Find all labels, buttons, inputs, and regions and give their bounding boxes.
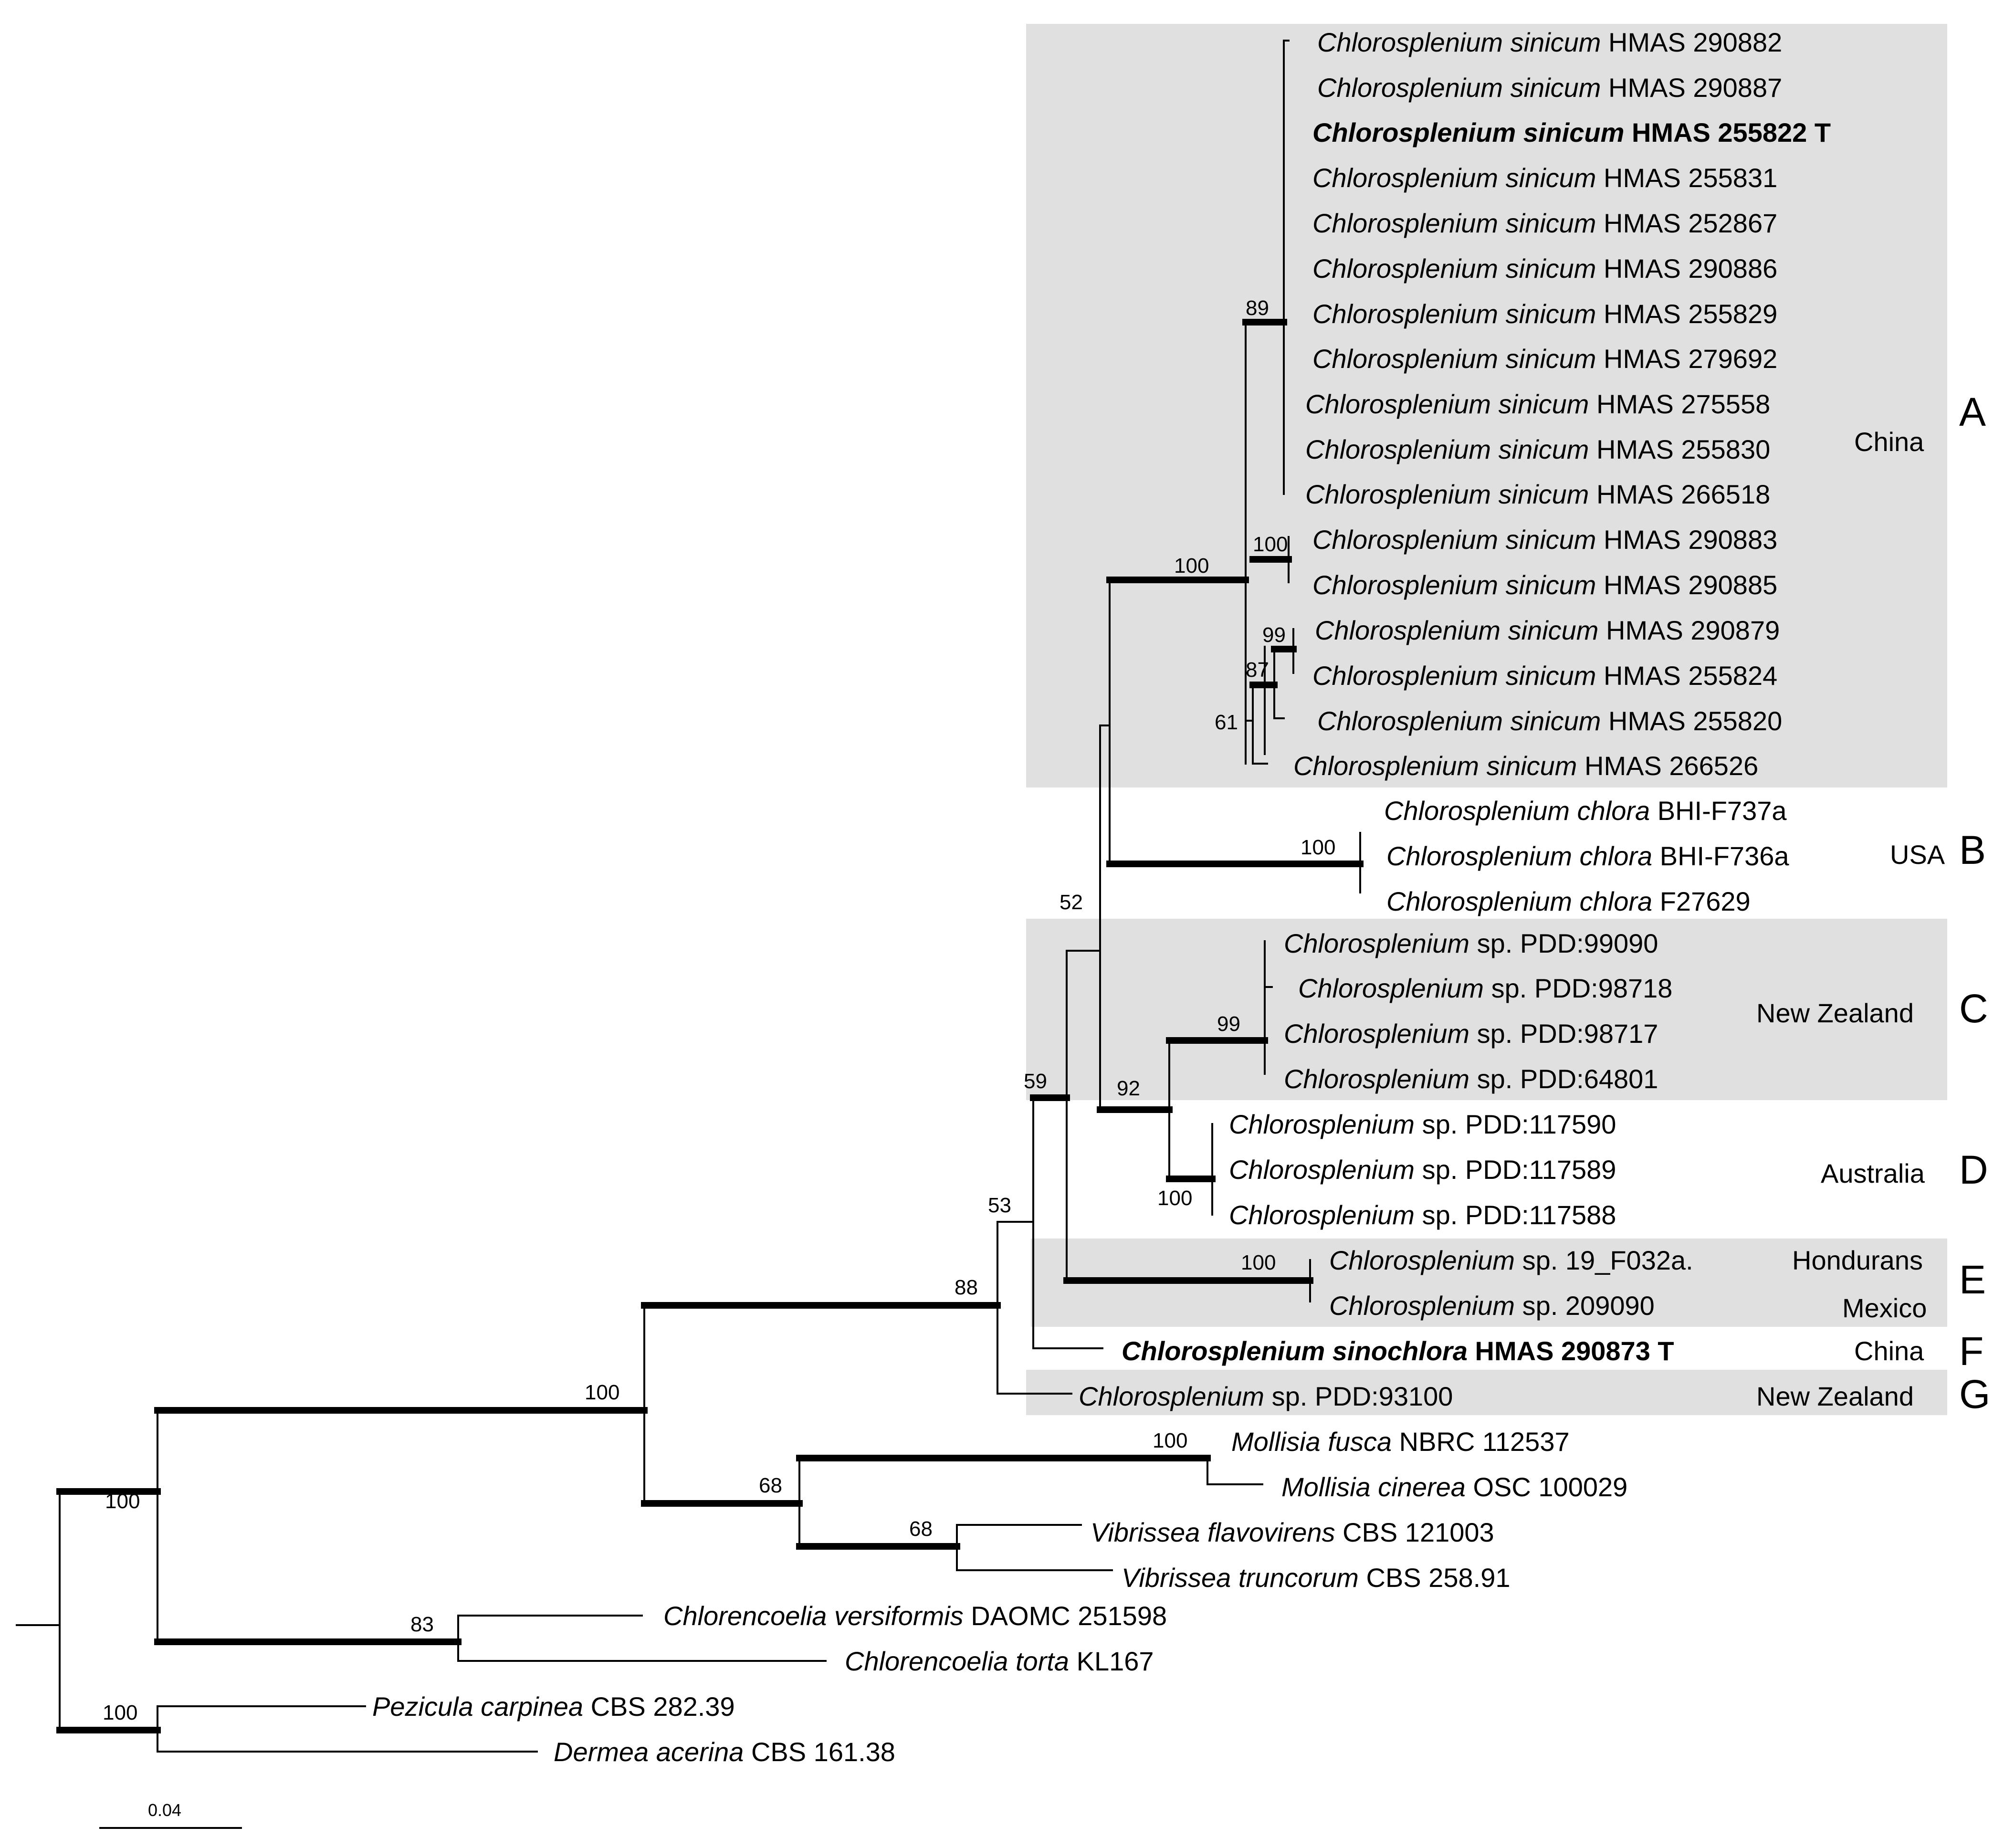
bootstrap-value: 89 bbox=[1246, 296, 1269, 320]
bootstrap-value: 88 bbox=[955, 1276, 978, 1299]
bootstrap-value: 100 bbox=[105, 1490, 140, 1513]
group-letter: B bbox=[1959, 828, 1986, 872]
taxon-label: Chlorosplenium sp. 209090 bbox=[1329, 1291, 1655, 1321]
taxon-label: Chlorosplenium sp. PDD:93100 bbox=[1079, 1381, 1453, 1411]
taxon-label: Chlorosplenium sinicum HMAS 255820 bbox=[1317, 706, 1782, 736]
taxon-label: Chlorosplenium sp. 19_F032a. bbox=[1329, 1245, 1693, 1275]
bootstrap-value: 68 bbox=[759, 1474, 782, 1497]
group-region: Mexico bbox=[1842, 1293, 1927, 1323]
bootstrap-value: 83 bbox=[410, 1613, 434, 1636]
bootstrap-value: 100 bbox=[1157, 1186, 1192, 1210]
taxon-labels: Chlorosplenium sinicum HMAS 290882 Chlor… bbox=[372, 27, 1831, 1767]
taxon-label: Chlorosplenium sinicum HMAS 255824 bbox=[1312, 661, 1777, 691]
bootstrap-value: 61 bbox=[1215, 711, 1238, 734]
taxon-label: Chlorosplenium sp. PDD:64801 bbox=[1284, 1064, 1658, 1094]
group-letter: D bbox=[1959, 1147, 1988, 1192]
scale-bar-label: 0.04 bbox=[148, 1800, 181, 1820]
taxon-label: Dermea acerina CBS 161.38 bbox=[554, 1737, 895, 1767]
taxon-label: Chlorosplenium sinicum HMAS 255829 bbox=[1312, 299, 1777, 329]
taxon-label: Chlorosplenium sinicum HMAS 290882 bbox=[1317, 27, 1782, 57]
clade-shading bbox=[1026, 24, 1947, 1415]
taxon-label: Mollisia cinerea OSC 100029 bbox=[1281, 1472, 1627, 1502]
taxon-label: Chlorosplenium sp. PDD:117590 bbox=[1229, 1109, 1616, 1139]
taxon-label-type: Chlorosplenium sinochlora HMAS 290873 T bbox=[1122, 1336, 1674, 1366]
taxon-label: Chlorosplenium sinicum HMAS 290887 bbox=[1317, 73, 1782, 103]
bootstrap-value: 100 bbox=[1241, 1251, 1276, 1274]
taxon-label: Chlorosplenium chlora F27629 bbox=[1386, 886, 1751, 916]
bootstrap-value: 100 bbox=[585, 1381, 619, 1404]
group-letter: C bbox=[1959, 986, 1988, 1031]
bootstrap-value: 99 bbox=[1217, 1012, 1240, 1036]
taxon-label: Pezicula carpinea CBS 282.39 bbox=[372, 1691, 735, 1722]
bootstrap-value: 92 bbox=[1117, 1077, 1140, 1100]
bootstrap-value: 87 bbox=[1246, 658, 1269, 682]
branch bbox=[1207, 1457, 1263, 1485]
clade-box-g bbox=[1026, 1370, 1947, 1415]
taxon-label: Chlorosplenium sinicum HMAS 290879 bbox=[1315, 615, 1780, 645]
taxon-label: Chlorosplenium sinicum HMAS 255830 bbox=[1305, 434, 1770, 464]
bootstrap-value: 100 bbox=[1253, 533, 1288, 556]
taxon-label: Mollisia fusca NBRC 112537 bbox=[1231, 1427, 1570, 1457]
taxon-label: Chlorosplenium sp. PDD:99090 bbox=[1284, 928, 1658, 958]
taxon-label: Vibrissea truncorum CBS 258.91 bbox=[1122, 1563, 1511, 1593]
bootstrap-value: 100 bbox=[1301, 836, 1335, 859]
bootstrap-value: 100 bbox=[1174, 554, 1209, 578]
bootstrap-value: 68 bbox=[909, 1517, 933, 1541]
taxon-label: Chlorosplenium sinicum HMAS 275558 bbox=[1305, 389, 1770, 419]
taxon-label: Chlorosplenium chlora BHI-F737a bbox=[1384, 796, 1787, 826]
bootstrap-value: 59 bbox=[1024, 1070, 1047, 1093]
taxon-label: Chlorosplenium sp. PDD:98718 bbox=[1298, 973, 1672, 1003]
taxon-label: Chlorencoelia torta KL167 bbox=[845, 1646, 1154, 1676]
bootstrap-value: 52 bbox=[1060, 891, 1083, 914]
group-region: New Zealand bbox=[1756, 998, 1914, 1028]
taxon-label: Chlorosplenium sinicum HMAS 255831 bbox=[1312, 163, 1777, 193]
taxon-label: Chlorosplenium sinicum HMAS 290883 bbox=[1312, 525, 1777, 555]
group-letter: F bbox=[1959, 1329, 1983, 1374]
root-branch bbox=[16, 1491, 61, 1731]
bootstrap-value: 99 bbox=[1262, 623, 1286, 647]
group-region: China bbox=[1854, 1336, 1924, 1366]
taxon-label: Chlorosplenium sinicum HMAS 266526 bbox=[1293, 751, 1758, 781]
scale-bar: 0.04 bbox=[99, 1800, 242, 1829]
tree-branches bbox=[16, 40, 1364, 1753]
group-region: China bbox=[1854, 427, 1924, 457]
bootstrap-value: 53 bbox=[988, 1194, 1011, 1217]
group-region: New Zealand bbox=[1756, 1381, 1914, 1411]
taxon-label: Chlorencoelia versiformis DAOMC 251598 bbox=[663, 1601, 1167, 1631]
group-letter: G bbox=[1959, 1372, 1990, 1417]
taxon-label: Vibrissea flavovirens CBS 121003 bbox=[1091, 1517, 1494, 1547]
bootstrap-values: 100 89 100 99 87 61 100 99 92 100 52 100… bbox=[103, 296, 1335, 1724]
taxon-label: Chlorosplenium sinicum HMAS 252867 bbox=[1312, 208, 1777, 238]
clade-box-a bbox=[1026, 24, 1947, 788]
taxon-label: Chlorosplenium sp. PDD:117588 bbox=[1229, 1200, 1616, 1230]
taxon-label: Chlorosplenium chlora BHI-F736a bbox=[1386, 841, 1789, 871]
taxon-label: Chlorosplenium sp. PDD:98717 bbox=[1284, 1018, 1658, 1049]
group-region: Australia bbox=[1821, 1158, 1925, 1188]
bootstrap-value: 100 bbox=[1153, 1429, 1187, 1452]
taxon-label: Chlorosplenium sinicum HMAS 279692 bbox=[1312, 344, 1777, 374]
taxon-label: Chlorosplenium sp. PDD:117589 bbox=[1229, 1155, 1616, 1185]
group-region: USA bbox=[1890, 840, 1945, 870]
bootstrap-value: 100 bbox=[103, 1701, 137, 1724]
group-annotations: China A USA B New Zealand C Australia D … bbox=[1756, 389, 1990, 1417]
taxon-label-type: Chlorosplenium sinicum HMAS 255822 T bbox=[1312, 117, 1831, 147]
taxon-label: Chlorosplenium sinicum HMAS 266518 bbox=[1305, 479, 1770, 509]
taxon-label: Chlorosplenium sinicum HMAS 290885 bbox=[1312, 570, 1777, 600]
clade-box-c bbox=[1026, 919, 1947, 1100]
group-letter: A bbox=[1959, 389, 1986, 434]
taxon-label: Chlorosplenium sinicum HMAS 290886 bbox=[1312, 253, 1777, 284]
group-letter: E bbox=[1959, 1257, 1986, 1302]
group-region: Hondurans bbox=[1792, 1245, 1923, 1275]
